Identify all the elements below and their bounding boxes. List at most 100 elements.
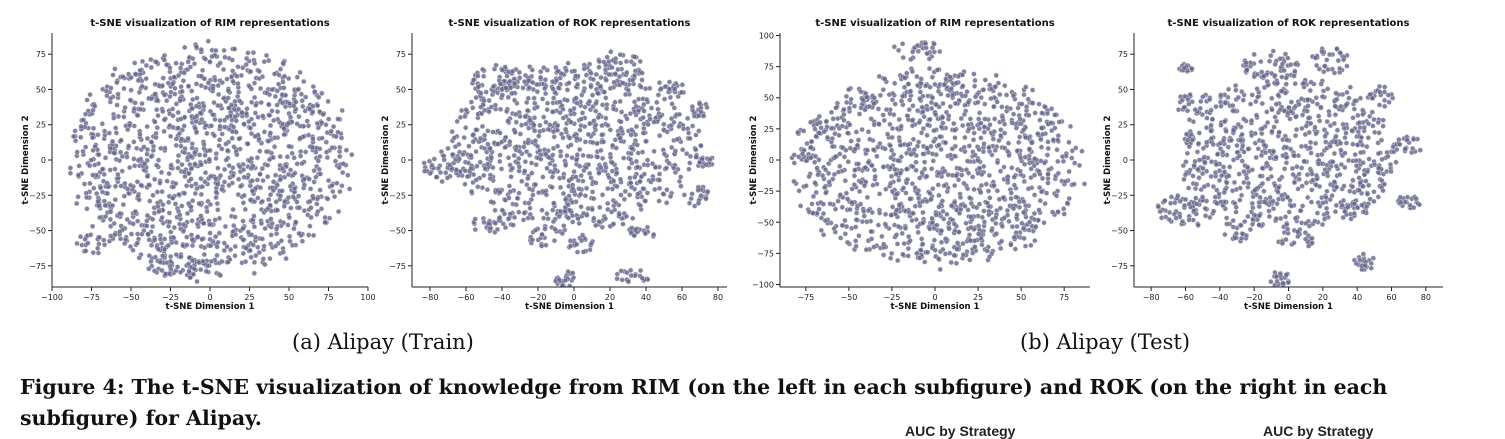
scatter-point bbox=[253, 134, 258, 139]
scatter-point bbox=[932, 42, 937, 47]
scatter-point bbox=[575, 250, 580, 255]
scatter-point bbox=[696, 129, 701, 134]
scatter-point bbox=[487, 98, 492, 103]
scatter-point bbox=[581, 250, 586, 255]
scatter-point bbox=[331, 124, 336, 129]
scatter-point bbox=[222, 118, 227, 123]
scatter-point bbox=[1010, 121, 1015, 126]
scatter-point bbox=[807, 174, 812, 179]
scatter-point bbox=[495, 227, 500, 232]
scatter-point bbox=[597, 171, 602, 176]
scatter-point bbox=[943, 236, 948, 241]
y-tick-label: 50 bbox=[36, 85, 46, 94]
scatter-point bbox=[147, 237, 152, 242]
scatter-point bbox=[619, 126, 624, 131]
scatter-point bbox=[1207, 97, 1212, 102]
scatter-point bbox=[550, 175, 555, 180]
scatter-point bbox=[842, 118, 847, 123]
scatter-point bbox=[614, 171, 619, 176]
scatter-point bbox=[522, 169, 527, 174]
scatter-point bbox=[1325, 119, 1330, 124]
scatter-point bbox=[260, 166, 265, 171]
scatter-point bbox=[515, 196, 520, 201]
scatter-point bbox=[242, 193, 247, 198]
scatter-point bbox=[1327, 52, 1332, 57]
scatter-point bbox=[288, 206, 293, 211]
scatter-point bbox=[536, 134, 541, 139]
scatter-point bbox=[876, 223, 881, 228]
scatter-point bbox=[324, 140, 329, 145]
scatter-point bbox=[599, 133, 604, 138]
scatter-point bbox=[553, 227, 558, 232]
scatter-point bbox=[170, 107, 175, 112]
scatter-point bbox=[448, 163, 453, 168]
scatter-point bbox=[669, 145, 674, 150]
scatter-point bbox=[1382, 98, 1387, 103]
scatter-point bbox=[982, 141, 987, 146]
scatter-point bbox=[293, 220, 298, 225]
scatter-point bbox=[239, 73, 244, 78]
scatter-point bbox=[657, 178, 662, 183]
scatter-point bbox=[252, 95, 257, 100]
scatter-point bbox=[1335, 128, 1340, 133]
scatter-point bbox=[575, 152, 580, 157]
scatter-point bbox=[859, 180, 864, 185]
scatter-point bbox=[902, 241, 907, 246]
scatter-point bbox=[223, 224, 228, 229]
scatter-point bbox=[176, 73, 181, 78]
scatter-point bbox=[231, 223, 236, 228]
scatter-point bbox=[312, 89, 317, 94]
scatter-point bbox=[530, 237, 535, 242]
scatter-point bbox=[1209, 129, 1214, 134]
scatter-point bbox=[234, 118, 239, 123]
scatter-point bbox=[1022, 92, 1027, 97]
scatter-point bbox=[237, 98, 242, 103]
scatter-point bbox=[651, 177, 656, 182]
scatter-point bbox=[465, 174, 470, 179]
scatter-point bbox=[1238, 138, 1243, 143]
scatter-point bbox=[194, 119, 199, 124]
scatter-point bbox=[925, 250, 930, 255]
scatter-point bbox=[1284, 145, 1289, 150]
scatter-point bbox=[1187, 117, 1192, 122]
scatter-point bbox=[923, 84, 928, 89]
scatter-point bbox=[1219, 173, 1224, 178]
scatter-point bbox=[994, 231, 999, 236]
scatter-point bbox=[999, 105, 1004, 110]
scatter-point bbox=[671, 166, 676, 171]
scatter-point bbox=[973, 153, 978, 158]
scatter-point bbox=[1077, 163, 1082, 168]
scatter-point bbox=[308, 224, 313, 229]
scatter-point bbox=[241, 200, 246, 205]
scatter-point bbox=[103, 203, 108, 208]
y-tick-label: 0 bbox=[769, 156, 774, 165]
scatter-point bbox=[241, 226, 246, 231]
scatter-point bbox=[1198, 99, 1203, 104]
scatter-point bbox=[133, 72, 138, 77]
scatter-point bbox=[1386, 93, 1391, 98]
scatter-point bbox=[1048, 120, 1053, 125]
scatter-point bbox=[85, 98, 90, 103]
scatter-point bbox=[685, 116, 690, 121]
scatter-point bbox=[274, 231, 279, 236]
scatter-point bbox=[998, 246, 1003, 251]
scatter-point bbox=[842, 112, 847, 117]
scatter-point bbox=[113, 67, 118, 72]
x-axis-label: t-SNE Dimension 1 bbox=[166, 302, 255, 312]
scatter-point bbox=[899, 99, 904, 104]
scatter-point bbox=[1338, 172, 1343, 177]
scatter-point bbox=[840, 205, 845, 210]
scatter-point bbox=[858, 89, 863, 94]
scatter-point bbox=[667, 80, 672, 85]
scatter-point bbox=[877, 211, 882, 216]
scatter-point bbox=[538, 152, 543, 157]
x-tick-label: 40 bbox=[641, 293, 651, 302]
scatter-point bbox=[168, 259, 173, 264]
scatter-point bbox=[230, 129, 235, 134]
scatter-point bbox=[344, 148, 349, 153]
scatter-point bbox=[195, 279, 200, 284]
scatter-point bbox=[326, 99, 331, 104]
scatter-point bbox=[893, 102, 898, 107]
scatter-point bbox=[529, 171, 534, 176]
scatter-point bbox=[1350, 128, 1355, 133]
